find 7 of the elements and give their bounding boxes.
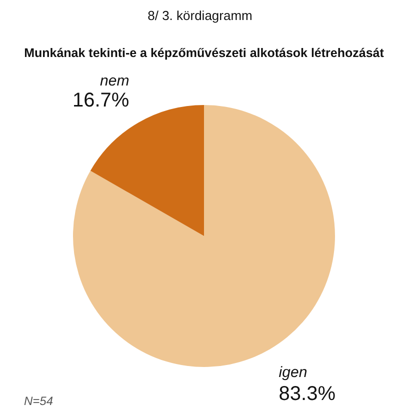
- chart-title: 8/ 3. kördiagramm: [146, 8, 254, 23]
- slice-label: nem: [100, 72, 130, 90]
- data-label: 83.3%: [278, 382, 336, 405]
- chart-subtitle: Munkának tekinti-e a képzőművészeti alkotások létrehozását: [23, 46, 385, 60]
- slice-label: igen: [278, 364, 308, 381]
- data-label: 16.7%: [72, 90, 130, 112]
- text: N=54: [24, 394, 54, 408]
